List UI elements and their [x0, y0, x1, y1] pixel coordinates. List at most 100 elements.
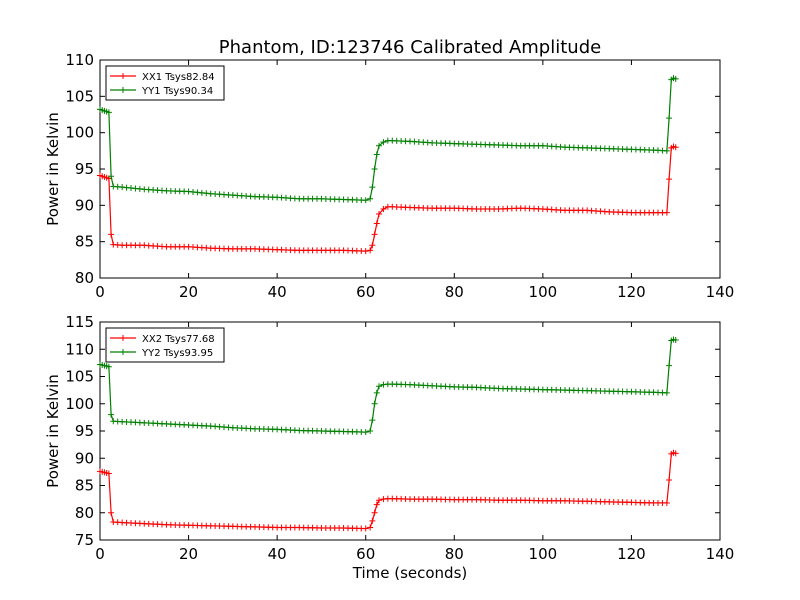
data-point-marker [367, 195, 374, 202]
legend-box [105, 65, 225, 101]
y-tick-label: 105 [65, 87, 94, 105]
x-tick-label: 40 [268, 283, 287, 301]
data-point-marker [663, 389, 670, 396]
x-tick-label: 120 [617, 283, 646, 301]
x-tick-label: 100 [529, 545, 558, 563]
legend: XX1 Tsys82.84 YY1 Tsys90.34 [105, 65, 225, 101]
data-point-marker [108, 509, 115, 516]
data-point-marker [380, 496, 387, 503]
chart-title: Phantom, ID:123746 Calibrated Amplitude [219, 37, 601, 58]
data-point-marker [380, 205, 387, 212]
y-tick-label: 110 [65, 340, 94, 358]
legend: XX2 Tsys77.68 YY2 Tsys93.95 [105, 327, 225, 363]
data-point-marker [371, 509, 378, 516]
data-point-marker [380, 381, 387, 388]
data-point-marker [373, 389, 380, 396]
y-tick-label: 90 [75, 196, 94, 214]
series-markers-yy1 [97, 75, 679, 204]
data-point-marker [108, 231, 115, 238]
data-point-marker [666, 362, 673, 369]
x-tick-label: 0 [95, 545, 105, 563]
data-point-marker [663, 499, 670, 506]
x-tick-label: 40 [268, 545, 287, 563]
data-point-marker [663, 209, 670, 216]
legend-label: YY1 Tsys90.34 [141, 86, 213, 97]
data-point-marker [373, 220, 380, 227]
series-markers-xx1 [97, 143, 679, 255]
legend-marker [120, 335, 126, 341]
data-point-marker [380, 139, 387, 146]
data-point-marker [105, 470, 112, 477]
x-tick-label: 60 [356, 283, 375, 301]
data-point-marker [105, 363, 112, 370]
x-tick-label: 140 [706, 545, 735, 563]
data-point-marker [362, 197, 369, 204]
data-point-marker [376, 497, 382, 504]
x-tick-label: 80 [445, 545, 464, 563]
data-point-marker [367, 428, 374, 434]
bottom-subplot: 0 20 40 60 80 100 120 140 75 80 85 90 95 100 105 110 115… [44, 313, 734, 582]
data-point-marker [362, 525, 369, 532]
legend-label: XX1 Tsys82.84 [142, 72, 215, 83]
y-tick-label: 85 [75, 477, 94, 495]
data-point-marker [369, 184, 376, 191]
data-point-marker [666, 176, 673, 183]
x-tick-label: 80 [445, 283, 464, 301]
y-tick-label: 115 [65, 313, 94, 331]
data-point-marker [373, 501, 380, 508]
y-tick-label: 95 [75, 160, 94, 178]
data-point-marker [663, 147, 670, 154]
data-point-marker [371, 166, 378, 172]
data-point-marker [362, 248, 369, 255]
data-point-marker [672, 336, 679, 343]
data-point-marker [367, 524, 374, 531]
y-tick-label: 110 [65, 51, 94, 69]
data-point-marker [369, 517, 376, 524]
data-point-marker [672, 450, 679, 457]
y-tick-label: 80 [75, 504, 94, 522]
y-axis-label: Power in Kelvin [44, 112, 62, 226]
data-point-marker [371, 400, 378, 407]
y-tick-label: 105 [65, 368, 94, 386]
x-tick-label: 20 [179, 545, 198, 563]
data-point-marker [376, 211, 382, 218]
x-tick-label: 60 [356, 545, 375, 563]
data-point-marker [362, 429, 369, 436]
data-point-marker [367, 247, 374, 254]
series-markers-xx2 [97, 449, 679, 532]
y-tick-label: 80 [75, 269, 94, 287]
y-tick-label: 100 [65, 395, 94, 413]
x-tick-label: 140 [706, 283, 735, 301]
data-point-marker [666, 115, 673, 122]
y-tick-label: 100 [65, 124, 94, 142]
x-tick-label: 100 [529, 283, 558, 301]
legend-label: YY2 Tsys93.95 [141, 348, 213, 359]
data-point-marker [369, 242, 376, 249]
y-tick-label: 90 [75, 449, 94, 467]
x-tick-label: 0 [95, 283, 105, 301]
legend-marker [120, 73, 126, 79]
data-point-marker [376, 142, 382, 149]
legend-label: XX2 Tsys77.68 [142, 334, 215, 345]
x-tick-label: 120 [617, 545, 646, 563]
data-point-marker [108, 173, 115, 180]
y-tick-label: 95 [75, 422, 94, 440]
data-point-marker [376, 383, 382, 390]
data-point-marker [369, 417, 376, 424]
data-point-marker [105, 109, 112, 116]
data-point-marker [108, 411, 115, 418]
data-point-marker [373, 151, 380, 158]
y-axis-label: Power in Kelvin [44, 374, 62, 488]
legend-marker [120, 349, 126, 355]
y-tick-label: 75 [75, 531, 94, 549]
x-axis-label: Time (seconds) [352, 564, 468, 582]
data-point-marker [672, 144, 679, 151]
legend-marker [120, 87, 126, 93]
legend-box [105, 327, 225, 363]
series-markers-yy2 [97, 336, 679, 436]
y-tick-label: 85 [75, 233, 94, 251]
data-point-marker [371, 231, 378, 238]
data-point-marker [672, 75, 679, 82]
top-subplot: 0 20 40 60 80 100 120 140 80 85 90 95 100 105 110 Power… [44, 51, 734, 301]
